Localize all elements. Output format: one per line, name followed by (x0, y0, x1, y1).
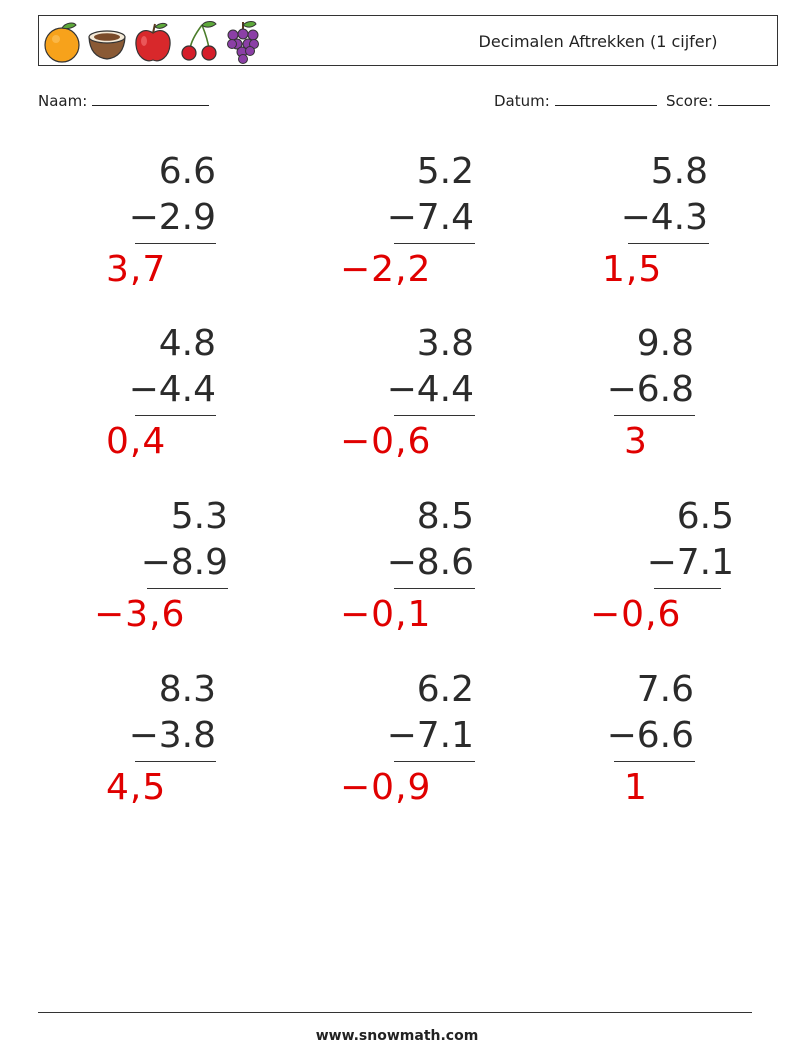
header-box: Decimalen Aftrekken (1 cijfer) (38, 15, 778, 66)
name-label: Naam: (38, 92, 88, 110)
grapes-icon (227, 21, 259, 64)
answer-rule (628, 243, 709, 244)
minuend: 5.3 (170, 496, 228, 537)
problem-9: 6.5 −7.1 −0,6 (516, 495, 756, 655)
subtrahend: −8.6 (386, 542, 474, 583)
coconut-icon (88, 30, 126, 60)
answer: 0,4 (106, 421, 167, 462)
problem-3: 5.8 −4.3 1,5 (516, 150, 756, 310)
minuend: 6.5 (676, 496, 734, 537)
problem-4: 4.8 −4.4 0,4 (0, 322, 240, 482)
minuend: 8.3 (158, 669, 216, 710)
answer: 1 (624, 767, 648, 808)
minuend: 3.8 (416, 323, 474, 364)
answer: −0,1 (340, 594, 432, 635)
subtrahend: −7.4 (386, 197, 474, 238)
minuend: 6.6 (158, 151, 216, 192)
problem-5: 3.8 −4.4 −0,6 (258, 322, 498, 482)
date-blank[interactable] (554, 93, 657, 106)
minuend: 5.2 (416, 151, 474, 192)
worksheet-title: Decimalen Aftrekken (1 cijfer) (478, 32, 718, 51)
minuend: 5.8 (650, 151, 708, 192)
subtrahend: −6.6 (606, 715, 694, 756)
answer-rule (135, 415, 216, 416)
answer: −2,2 (340, 249, 432, 290)
answer-rule (394, 588, 475, 589)
answer-rule (147, 588, 228, 589)
score-blank[interactable] (717, 93, 770, 106)
answer: −0,9 (340, 767, 432, 808)
cherry-icon (181, 21, 217, 61)
subtrahend: −7.1 (386, 715, 474, 756)
subtrahend: −4.4 (386, 369, 474, 410)
answer: 4,5 (106, 767, 167, 808)
problem-12: 7.6 −6.6 1 (516, 668, 756, 828)
minuend: 9.8 (636, 323, 694, 364)
problem-7: 5.3 −8.9 −3,6 (0, 495, 240, 655)
answer-rule (614, 415, 695, 416)
answer: −0,6 (590, 594, 682, 635)
minuend: 6.2 (416, 669, 474, 710)
score-label: Score: (666, 92, 714, 110)
answer: −0,6 (340, 421, 432, 462)
answer-rule (394, 761, 475, 762)
date-label: Datum: (494, 92, 550, 110)
date-field[interactable]: Datum: (494, 92, 657, 110)
apple-icon (135, 22, 171, 62)
score-field[interactable]: Score: (666, 92, 770, 110)
problem-8: 8.5 −8.6 −0,1 (258, 495, 498, 655)
answer: −3,6 (94, 594, 186, 635)
answer-rule (654, 588, 721, 589)
answer: 3,7 (106, 249, 167, 290)
subtrahend: −7.1 (646, 542, 734, 583)
subtrahend: −4.4 (128, 369, 216, 410)
problem-6: 9.8 −6.8 3 (516, 322, 756, 482)
subtrahend: −2.9 (128, 197, 216, 238)
subtrahend: −4.3 (620, 197, 708, 238)
subtrahend: −6.8 (606, 369, 694, 410)
name-field[interactable]: Naam: (38, 92, 210, 110)
subtrahend: −8.9 (140, 542, 228, 583)
answer-rule (614, 761, 695, 762)
subtrahend: −3.8 (128, 715, 216, 756)
minuend: 4.8 (158, 323, 216, 364)
orange-icon (44, 22, 80, 63)
answer: 1,5 (602, 249, 663, 290)
footer-site: www.snowmath.com (315, 1028, 479, 1044)
answer-rule (394, 243, 475, 244)
minuend: 8.5 (416, 496, 474, 537)
answer: 3 (624, 421, 648, 462)
name-blank[interactable] (92, 93, 210, 106)
answer-rule (135, 761, 216, 762)
problem-2: 5.2 −7.4 −2,2 (258, 150, 498, 310)
problem-1: 6.6 −2.9 3,7 (0, 150, 240, 310)
answer-rule (394, 415, 475, 416)
minuend: 7.6 (636, 669, 694, 710)
problem-11: 6.2 −7.1 −0,9 (258, 668, 498, 828)
problem-10: 8.3 −3.8 4,5 (0, 668, 240, 828)
answer-rule (135, 243, 216, 244)
footer-divider (38, 1012, 752, 1013)
